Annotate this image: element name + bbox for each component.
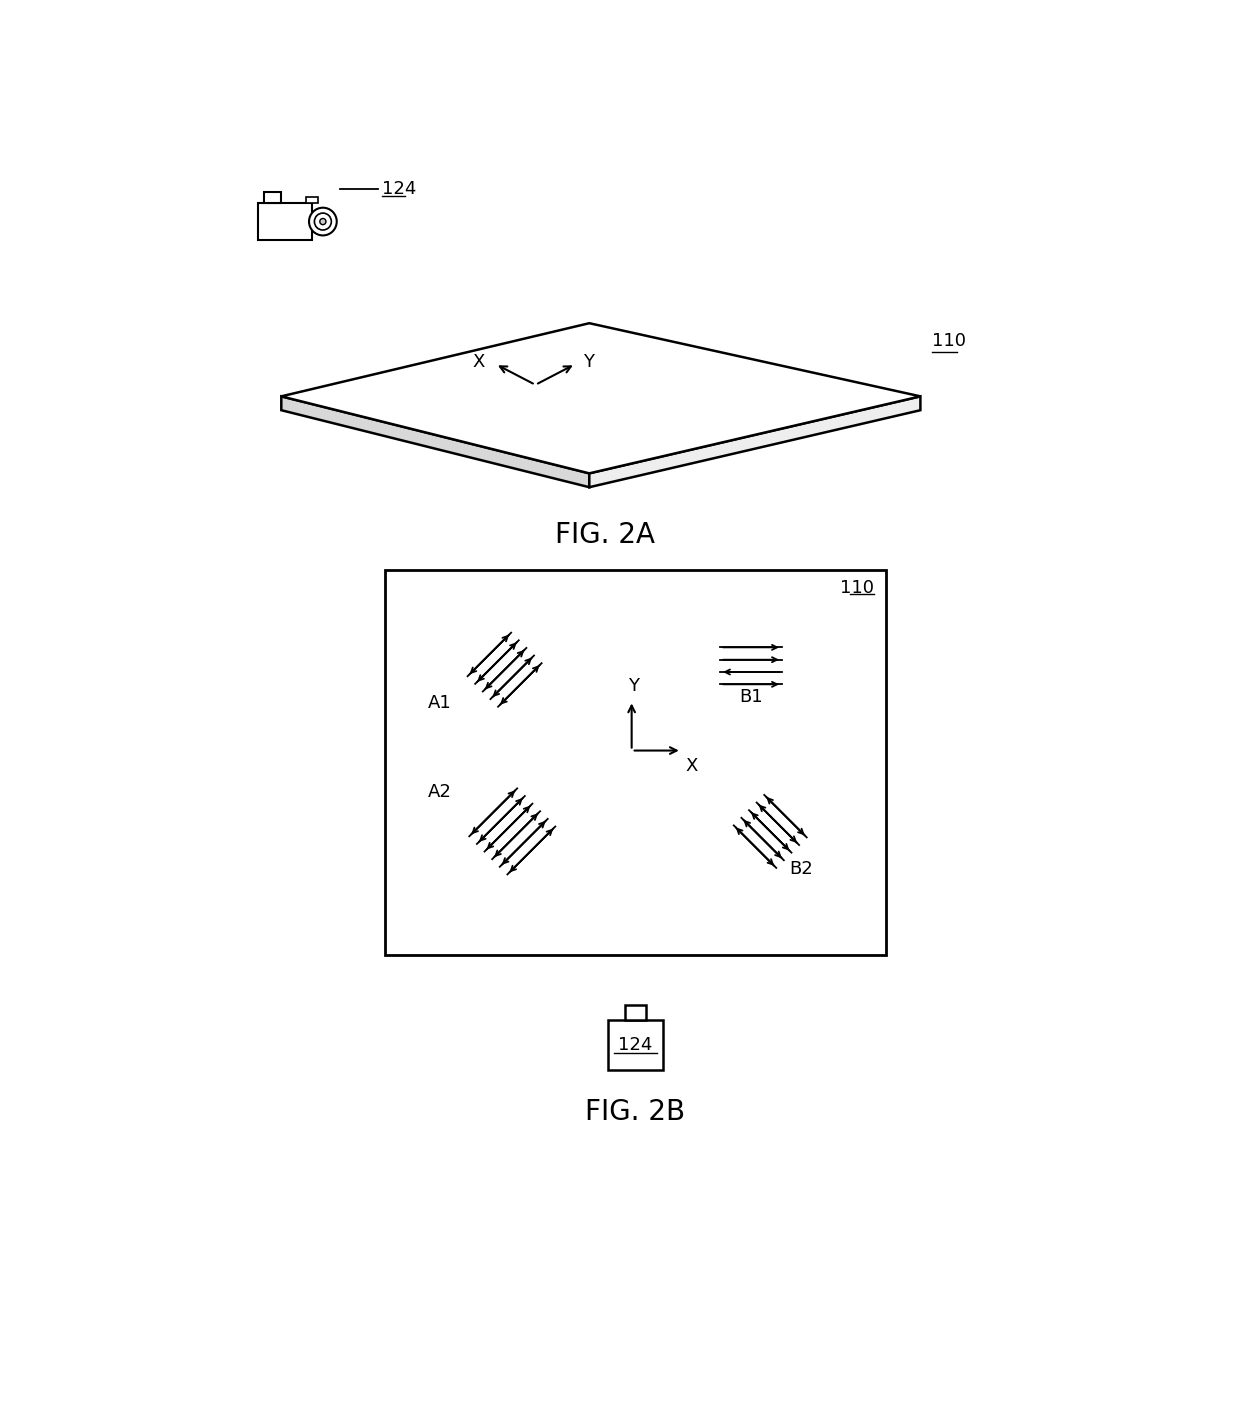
Circle shape [320,219,326,224]
Polygon shape [281,323,920,474]
Bar [258,203,312,240]
Text: X: X [686,757,698,774]
Text: 124: 124 [382,180,417,199]
Bar [306,197,319,203]
Text: FIG. 2B: FIG. 2B [585,1098,686,1127]
Text: 124: 124 [619,1036,652,1055]
Bar [386,570,885,955]
Polygon shape [589,396,920,488]
Text: Y: Y [627,677,639,695]
Circle shape [309,207,337,235]
Bar [608,1019,663,1070]
Text: Y: Y [583,354,594,371]
Text: B2: B2 [790,860,813,877]
Text: A1: A1 [428,694,451,712]
Circle shape [315,213,331,230]
Text: FIG. 2A: FIG. 2A [554,520,655,548]
Text: X: X [472,354,485,371]
Polygon shape [281,396,589,488]
Text: B1: B1 [739,688,763,706]
Text: 110: 110 [932,333,966,350]
Bar [264,192,281,203]
Text: A2: A2 [428,783,451,801]
Text: 110: 110 [841,580,874,596]
Bar [625,1005,646,1019]
